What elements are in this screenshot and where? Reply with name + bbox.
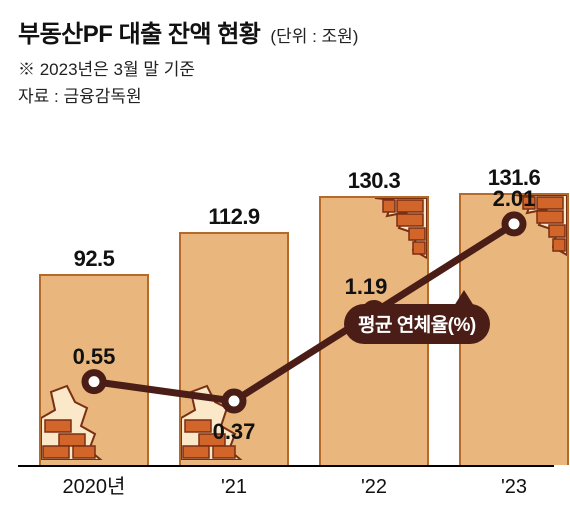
chart-source: 자료 : 금융감독원 <box>18 82 552 107</box>
chart-note: ※ 2023년은 3월 말 기준 <box>18 55 552 80</box>
chart-unit: (단위 : 조원) <box>270 22 358 47</box>
line-legend-label: 평균 연체율(%) <box>344 304 490 344</box>
chart-title: 부동산PF 대출 잔액 현황 <box>18 14 260 49</box>
plot-area: 92.5 112.9 130.3 131.6 2020년'2 <box>18 111 554 501</box>
title-row: 부동산PF 대출 잔액 현황 (단위 : 조원) <box>18 14 552 49</box>
line-legend-badge: 평균 연체율(%) <box>18 111 554 501</box>
chart-container: 부동산PF 대출 잔액 현황 (단위 : 조원) ※ 2023년은 3월 말 기… <box>0 0 570 527</box>
